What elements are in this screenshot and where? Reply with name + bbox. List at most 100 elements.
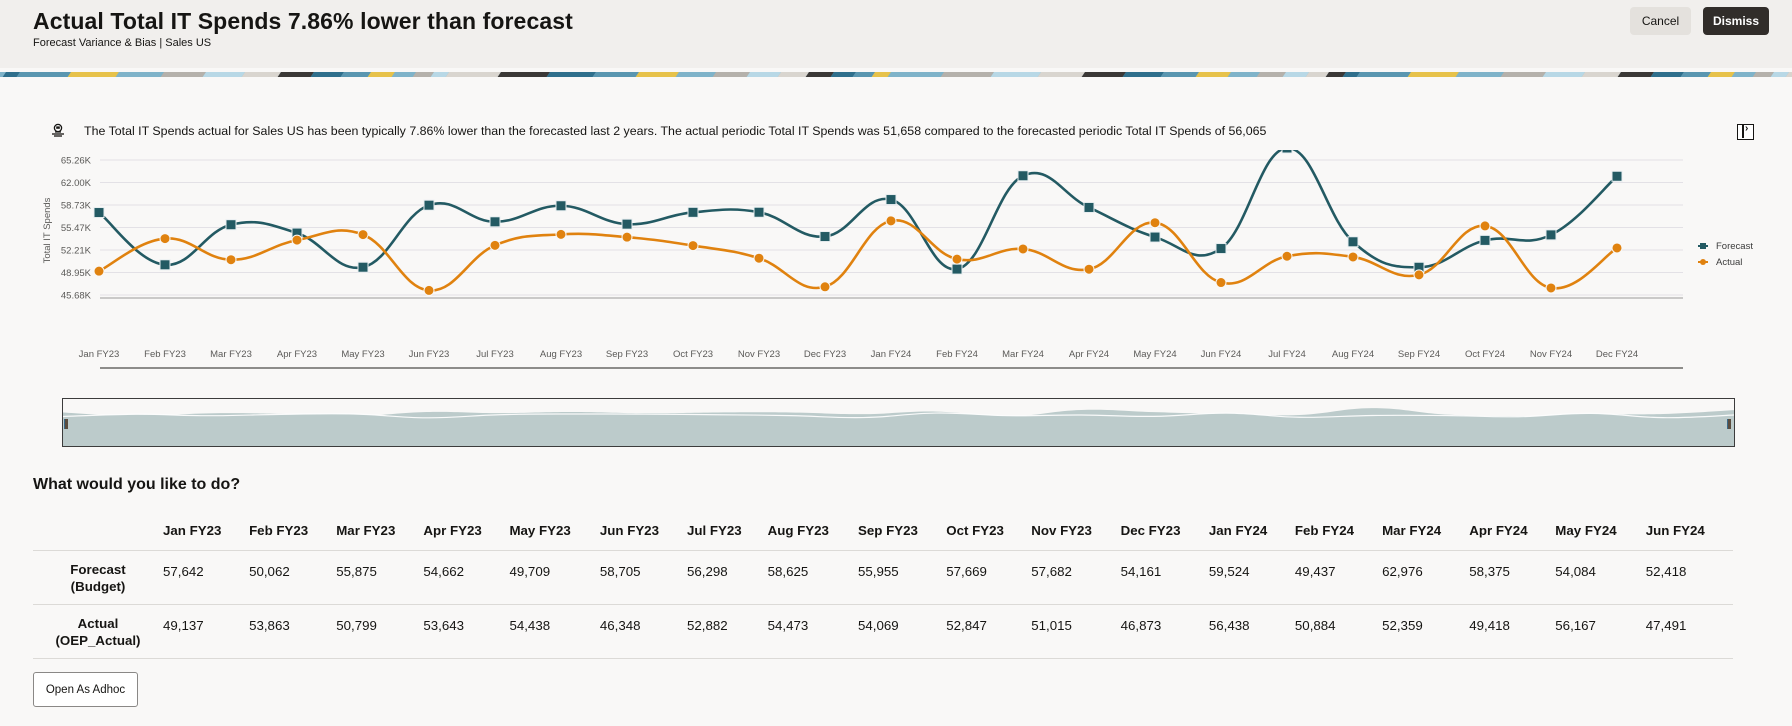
data-point-actual[interactable] (291, 234, 303, 246)
row-header: Actual (OEP_Actual) (33, 603, 163, 659)
data-point-actual[interactable] (951, 253, 963, 265)
data-point-actual[interactable] (225, 254, 237, 266)
data-point-actual[interactable] (489, 239, 501, 251)
data-point-forecast[interactable] (1611, 170, 1623, 182)
x-tick-label: Feb FY23 (144, 349, 186, 360)
data-point-forecast[interactable] (225, 219, 237, 231)
table-cell: 49,709 (509, 549, 600, 604)
data-point-actual[interactable] (1149, 217, 1161, 229)
x-tick-label: Oct FY24 (1465, 349, 1505, 360)
x-tick-label: Jul FY24 (1268, 349, 1306, 360)
data-point-actual[interactable] (687, 240, 699, 252)
table-cell: 58,625 (767, 549, 859, 604)
data-point-forecast[interactable] (555, 200, 567, 212)
y-tick-label: 48.95K (61, 268, 92, 279)
page-subtitle: Forecast Variance & Bias | Sales US (33, 37, 212, 49)
table-cell: 54,161 (1120, 549, 1209, 604)
data-point-forecast[interactable] (489, 216, 501, 228)
data-point-forecast[interactable] (1017, 170, 1029, 182)
y-tick-label: 58.73K (61, 201, 92, 212)
data-point-actual[interactable] (1545, 282, 1557, 294)
data-point-actual[interactable] (1611, 242, 1623, 254)
open-as-adhoc-button[interactable]: Open As Adhoc (33, 672, 138, 707)
banner-pattern (0, 72, 1792, 77)
data-point-forecast[interactable] (687, 206, 699, 218)
table-cell: 53,643 (423, 603, 510, 659)
data-point-forecast[interactable] (159, 259, 171, 271)
data-point-actual[interactable] (1083, 263, 1095, 275)
x-tick-label: Sep FY24 (1398, 349, 1440, 360)
page-title: Actual Total IT Spends 7.86% lower than … (33, 8, 573, 34)
data-point-forecast[interactable] (423, 199, 435, 211)
column-header: Dec FY23 (1120, 523, 1181, 539)
table-cell: 54,069 (858, 603, 947, 659)
table-cell: 55,875 (336, 549, 424, 604)
chart-overview-navigator[interactable] (62, 398, 1735, 447)
data-point-forecast[interactable] (753, 206, 765, 218)
data-point-actual[interactable] (1017, 243, 1029, 255)
data-point-actual[interactable] (1347, 251, 1359, 263)
table-cell: 58,375 (1469, 549, 1556, 604)
table-cell: 50,884 (1294, 603, 1383, 659)
data-point-forecast[interactable] (1083, 201, 1095, 213)
data-point-actual[interactable] (555, 228, 567, 240)
data-point-forecast[interactable] (819, 231, 831, 243)
navigator-right-handle[interactable] (1727, 419, 1731, 429)
data-point-forecast[interactable] (93, 207, 105, 219)
panel-expand-icon[interactable]: › (1737, 123, 1754, 140)
table-header-row: Jan FY23 Feb FY23 Mar FY23 Apr FY23 May FY23… (33, 512, 1733, 550)
data-point-actual[interactable] (1281, 250, 1293, 262)
data-point-forecast[interactable] (1281, 150, 1293, 154)
legend-item-forecast[interactable]: Forecast (1698, 238, 1753, 254)
insight-icon (51, 123, 65, 137)
data-point-actual[interactable] (159, 233, 171, 245)
data-point-actual[interactable] (819, 281, 831, 293)
column-header: Feb FY23 (249, 523, 309, 539)
dismiss-button[interactable]: Dismiss (1703, 7, 1769, 35)
x-tick-label: Sep FY23 (606, 349, 648, 360)
data-point-actual[interactable] (423, 284, 435, 296)
data-point-forecast[interactable] (1215, 243, 1227, 255)
data-point-forecast[interactable] (1347, 236, 1359, 248)
cancel-button[interactable]: Cancel (1630, 7, 1691, 35)
data-point-forecast[interactable] (621, 218, 633, 230)
data-point-actual[interactable] (753, 252, 765, 264)
column-header: Jan FY24 (1208, 523, 1268, 539)
legend-label-forecast: Forecast (1716, 240, 1753, 252)
data-point-actual[interactable] (357, 229, 369, 241)
x-tick-label: Apr FY23 (277, 349, 317, 360)
data-point-forecast[interactable] (885, 194, 897, 206)
data-point-actual[interactable] (621, 231, 633, 243)
table-cell: 50,062 (249, 549, 337, 604)
data-point-forecast[interactable] (357, 261, 369, 273)
x-tick-label: Aug FY23 (540, 349, 582, 360)
table-cell: 54,438 (509, 603, 600, 659)
line-chart: 45.68K 48.95K 52.21K 55.47K 58.73K 62.00K 65.2… (42, 150, 1683, 369)
data-point-actual[interactable] (93, 265, 105, 277)
x-tick-label: Apr FY24 (1069, 349, 1109, 360)
data-point-actual[interactable] (1479, 220, 1491, 232)
data-point-forecast[interactable] (1545, 229, 1557, 241)
data-point-forecast[interactable] (1479, 234, 1491, 246)
navigator-left-handle[interactable] (64, 419, 68, 429)
forecast-legend-icon (1698, 242, 1708, 250)
column-header: Jul FY23 (687, 523, 742, 539)
data-point-forecast[interactable] (1149, 231, 1161, 243)
table-cell: 54,662 (423, 549, 510, 604)
series-line-actual (98, 219, 1618, 292)
table-cell: 56,167 (1555, 603, 1646, 659)
data-point-forecast[interactable] (951, 263, 963, 275)
x-tick-label: Mar FY24 (1002, 349, 1044, 360)
data-point-actual[interactable] (885, 215, 897, 227)
column-header: Apr FY23 (423, 523, 482, 539)
row-label: Forecast (70, 561, 126, 577)
data-point-actual[interactable] (1215, 277, 1227, 289)
legend-item-actual[interactable]: Actual (1698, 254, 1753, 270)
x-tick-label: Mar FY23 (210, 349, 252, 360)
x-tick-label: May FY24 (1133, 349, 1176, 360)
column-header: Jun FY24 (1645, 523, 1705, 539)
x-tick-label: Dec FY23 (804, 349, 846, 360)
table-cell: 47,491 (1645, 603, 1733, 659)
data-point-actual[interactable] (1413, 269, 1425, 281)
x-tick-label: Jul FY23 (476, 349, 514, 360)
